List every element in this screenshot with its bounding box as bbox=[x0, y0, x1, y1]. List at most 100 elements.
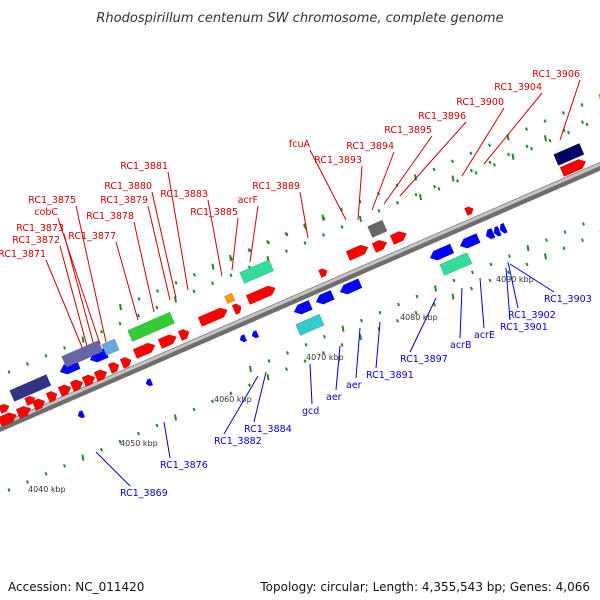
tick-mark bbox=[419, 193, 422, 201]
kbp-label: 4050 kbp bbox=[120, 439, 158, 448]
tick-mark bbox=[543, 119, 547, 123]
tick-mark bbox=[285, 232, 289, 237]
connector-line bbox=[375, 321, 381, 369]
gene-arrow bbox=[61, 340, 104, 368]
connector-line bbox=[253, 371, 267, 423]
tick-mark bbox=[488, 143, 491, 148]
gene-arrow bbox=[77, 410, 86, 419]
gene-label: RC1_3879 bbox=[100, 195, 148, 206]
tick-mark bbox=[81, 336, 85, 343]
tick-mark bbox=[562, 246, 566, 251]
gene-label: acrF bbox=[238, 195, 258, 206]
gene-label: RC1_3903 bbox=[544, 294, 592, 305]
tick-mark bbox=[548, 138, 552, 143]
gene-label: RC1_3885 bbox=[190, 207, 238, 218]
tick-mark bbox=[248, 248, 252, 253]
connector-line bbox=[509, 263, 555, 293]
gene-arrow bbox=[429, 243, 455, 261]
connector-line bbox=[355, 327, 361, 379]
tick-mark bbox=[451, 159, 454, 164]
accession-text: Accession: NC_011420 bbox=[8, 580, 145, 594]
tick-mark bbox=[81, 454, 85, 461]
tick-mark bbox=[100, 447, 103, 452]
tick-mark bbox=[323, 334, 326, 339]
gene-label: RC1_3878 bbox=[86, 211, 134, 222]
connector-line bbox=[479, 277, 485, 329]
tick-mark bbox=[118, 439, 122, 444]
gene-arrow bbox=[295, 313, 325, 336]
tick-mark bbox=[432, 167, 436, 172]
gene-arrow bbox=[0, 403, 10, 414]
gene-label: RC1_3900 bbox=[456, 97, 504, 108]
connector-line bbox=[57, 217, 101, 345]
connector-line bbox=[163, 421, 171, 459]
gene-arrow bbox=[239, 334, 248, 343]
kbp-label: 4060 kbp bbox=[214, 395, 252, 404]
tick-mark bbox=[414, 192, 418, 197]
tick-mark bbox=[44, 354, 48, 358]
tick-mark bbox=[155, 423, 159, 428]
tick-mark bbox=[285, 249, 288, 253]
gene-arrow bbox=[245, 285, 276, 305]
tick-mark bbox=[451, 175, 455, 182]
gene-arrow bbox=[464, 206, 474, 216]
gene-arrow bbox=[157, 334, 177, 349]
tick-mark bbox=[7, 488, 11, 492]
gene-label: RC1_3882 bbox=[214, 436, 262, 447]
tick-mark bbox=[211, 263, 215, 270]
tick-mark bbox=[507, 270, 510, 275]
gene-arrow bbox=[101, 338, 120, 356]
tick-mark bbox=[433, 302, 436, 307]
connector-line bbox=[167, 171, 189, 291]
connector-line bbox=[299, 191, 309, 239]
gene-label: aer bbox=[326, 392, 342, 403]
connector-line bbox=[223, 375, 259, 435]
connector-line bbox=[335, 345, 341, 391]
gene-arrow bbox=[224, 292, 236, 304]
tick-mark bbox=[174, 296, 177, 303]
tick-mark bbox=[581, 238, 584, 243]
tick-mark bbox=[469, 151, 473, 156]
gene-arrow bbox=[24, 395, 36, 406]
tick-mark bbox=[456, 179, 459, 183]
tick-mark bbox=[525, 127, 528, 131]
gene-arrow bbox=[81, 374, 96, 387]
gene-label: RC1_3876 bbox=[160, 460, 208, 471]
genes bbox=[0, 142, 587, 427]
tick-mark bbox=[360, 318, 363, 323]
gene-arrow bbox=[318, 268, 328, 278]
tick-mark bbox=[211, 281, 214, 286]
gene-label: gcd bbox=[302, 406, 319, 417]
tick-mark bbox=[563, 230, 567, 234]
gene-arrow bbox=[485, 227, 496, 240]
connector-line bbox=[409, 297, 437, 353]
gene-label: RC1_3894 bbox=[346, 141, 394, 152]
gene-arrow bbox=[31, 398, 46, 411]
tick-mark bbox=[581, 120, 584, 125]
gene-label: aer bbox=[346, 380, 362, 391]
tick-mark bbox=[471, 270, 474, 275]
connector-line bbox=[231, 217, 239, 271]
tick-mark bbox=[470, 168, 473, 173]
tick-mark bbox=[174, 414, 177, 421]
gene-arrow bbox=[367, 219, 388, 238]
gene-arrow bbox=[107, 361, 120, 374]
gene-arrow bbox=[389, 231, 408, 245]
gene-arrow bbox=[239, 259, 275, 284]
tick-mark bbox=[544, 135, 547, 142]
connector-line bbox=[63, 233, 95, 347]
gene-arrow bbox=[9, 374, 52, 402]
tick-mark bbox=[340, 225, 344, 229]
tick-mark bbox=[118, 321, 122, 326]
tick-mark bbox=[322, 233, 325, 237]
tick-mark bbox=[414, 310, 418, 315]
connector-line bbox=[371, 151, 395, 211]
gene-arrow bbox=[127, 311, 175, 342]
tick-mark bbox=[470, 286, 473, 291]
connector-line bbox=[483, 92, 543, 165]
connector-lines bbox=[45, 79, 581, 487]
tick-mark bbox=[26, 480, 29, 484]
connector-line bbox=[75, 205, 107, 343]
